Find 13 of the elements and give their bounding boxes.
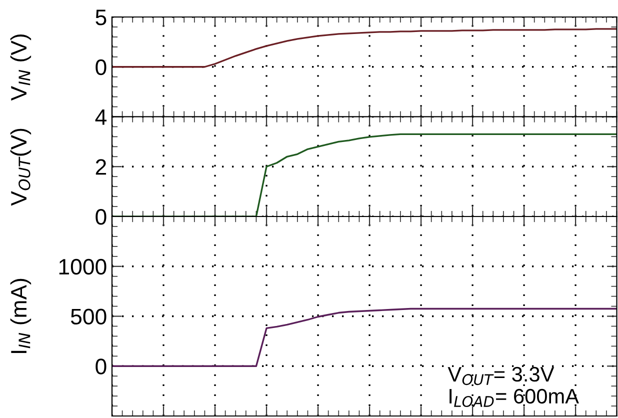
y-axis-title: V$_{OUT}$(V): [10, 128, 32, 206]
y-tick-label: 5: [96, 10, 106, 26]
annotation: V$_{OUT}$= 3.3V: [448, 366, 554, 386]
y-axis-title: V$_{IN}$ (V): [10, 34, 32, 101]
y-tick-label: 1000: [59, 258, 106, 275]
y-tick-label: 0: [96, 59, 106, 76]
y-tick-label: 2: [96, 159, 106, 175]
y-axis-title: I$_{IN}$ (mA): [10, 278, 32, 353]
y-tick-label: 500: [70, 308, 106, 325]
annotation: I$_{LOAD}$= 600mA: [450, 388, 579, 408]
y-tick-label: 0: [96, 209, 106, 225]
y-tick-label: 0: [96, 358, 106, 374]
y-tick-label: 4: [95, 110, 106, 125]
